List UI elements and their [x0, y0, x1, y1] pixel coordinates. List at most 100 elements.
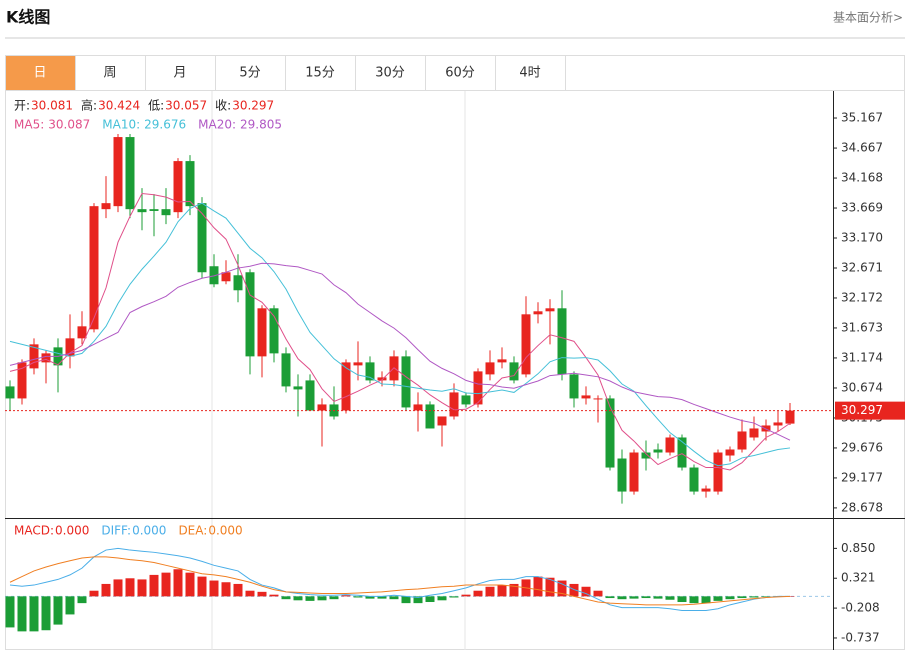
- candle-body: [269, 308, 279, 354]
- tab-label[interactable]: 月: [173, 66, 186, 81]
- candle-body: [413, 404, 423, 411]
- macd-bar: [293, 596, 303, 601]
- candle-body: [569, 374, 579, 399]
- ma-line: [9, 193, 791, 471]
- tab-label[interactable]: 30分: [375, 66, 405, 81]
- legend-value: 0.000: [208, 524, 242, 538]
- macd-bar: [749, 596, 759, 598]
- candle-body: [473, 371, 483, 405]
- macd-line: [9, 547, 790, 611]
- macd-bar: [377, 596, 387, 599]
- info-label: 收:: [215, 99, 231, 113]
- candle-body: [761, 425, 771, 432]
- y-tick-label: 33.669: [841, 201, 883, 215]
- info-value: 30.424: [98, 99, 140, 113]
- ma-line: [9, 202, 791, 467]
- macd-bar: [113, 579, 123, 597]
- legend-value: 29.676: [144, 118, 186, 132]
- tab-label[interactable]: 60分: [445, 66, 475, 81]
- y-tick-label: 0.321: [841, 571, 875, 585]
- macd-bar: [53, 596, 63, 625]
- candle-body: [317, 404, 327, 411]
- legend-name: MA20:: [198, 118, 236, 132]
- candle-body: [557, 308, 567, 375]
- macd-bar: [101, 583, 111, 597]
- candle-body: [113, 137, 123, 207]
- last-price-label: 30.297: [841, 403, 883, 417]
- candle-body: [725, 449, 735, 456]
- candle-body: [353, 362, 363, 366]
- macd-bar: [257, 591, 267, 597]
- macd-bar: [269, 594, 279, 597]
- macd-bar: [761, 596, 771, 597]
- tab-label[interactable]: 15分: [305, 66, 335, 81]
- macd-bar: [701, 596, 711, 604]
- macd-bar: [485, 586, 495, 597]
- candle-body: [773, 422, 783, 426]
- macd-bar: [209, 580, 219, 597]
- tab-label[interactable]: 日: [33, 66, 46, 81]
- macd-bar: [65, 596, 75, 615]
- tab[interactable]: [495, 55, 566, 91]
- candle-body: [29, 344, 39, 369]
- macd-bar: [569, 583, 579, 597]
- candle-body: [365, 362, 375, 381]
- macd-bar: [629, 596, 639, 599]
- y-tick-label: 29.177: [841, 470, 883, 484]
- legend-name: DIFF:: [101, 524, 131, 538]
- tab-label[interactable]: 周: [103, 66, 116, 81]
- macd-bar: [41, 596, 51, 631]
- macd-bar: [149, 574, 159, 597]
- macd-bar: [197, 576, 207, 597]
- y-tick-label: 34.667: [841, 141, 883, 155]
- candle-body: [425, 404, 435, 429]
- tab[interactable]: [145, 55, 216, 91]
- macd-bar: [89, 590, 99, 597]
- y-tick-label: 30.674: [841, 380, 883, 394]
- candle-body: [749, 428, 759, 438]
- candle-body: [665, 437, 675, 453]
- candle-body: [437, 416, 447, 426]
- tab[interactable]: [425, 55, 496, 91]
- legend-name: MA5:: [14, 118, 44, 132]
- candle-body: [701, 488, 711, 492]
- macd-bar: [161, 572, 171, 597]
- tab[interactable]: [355, 55, 426, 91]
- ma-line: [9, 262, 791, 441]
- macd-bar: [449, 596, 459, 598]
- macd-bar: [581, 586, 591, 597]
- candle-body: [197, 203, 207, 273]
- macd-bar: [77, 596, 87, 604]
- macd-bar: [341, 595, 351, 597]
- candle-body: [281, 353, 291, 387]
- tab[interactable]: [215, 55, 286, 91]
- candle-body: [497, 359, 507, 363]
- y-tick-label: 28.678: [841, 500, 883, 514]
- candle-body: [5, 386, 15, 399]
- candle-body: [173, 161, 183, 213]
- macd-bar: [713, 596, 723, 601]
- macd-bar: [221, 582, 231, 597]
- candle-body: [65, 338, 75, 357]
- legend-value: 0.000: [132, 524, 166, 538]
- candle-body: [245, 272, 255, 357]
- candle-body: [449, 392, 459, 417]
- fundamental-link[interactable]: 基本面分析>: [833, 11, 903, 25]
- candle-body: [545, 308, 555, 312]
- tab[interactable]: [5, 55, 76, 91]
- macd-bar: [653, 596, 663, 599]
- candle-body: [149, 209, 159, 211]
- candle-body: [713, 452, 723, 492]
- info-label: 高:: [81, 98, 97, 113]
- candle-body: [137, 209, 147, 213]
- tab-label[interactable]: 4时: [519, 66, 540, 81]
- macd-bar: [413, 596, 423, 604]
- macd-bar: [497, 585, 507, 597]
- macd-bar: [5, 596, 15, 628]
- tab[interactable]: [285, 55, 356, 91]
- tab-label[interactable]: 5分: [239, 66, 260, 81]
- candle-body: [41, 353, 51, 363]
- macd-bar: [677, 596, 687, 603]
- candle-body: [689, 467, 699, 492]
